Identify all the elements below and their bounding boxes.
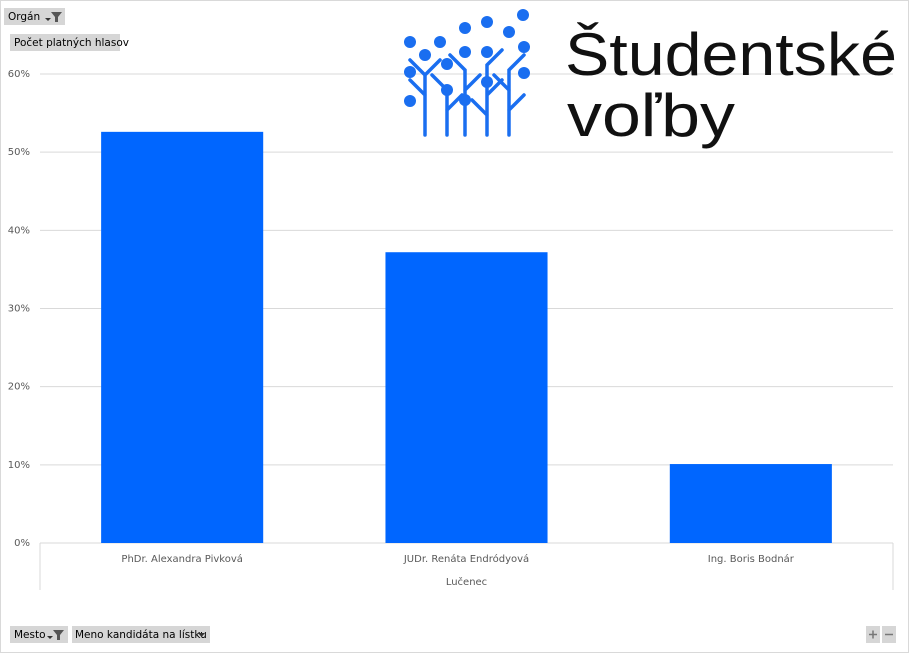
y-tick-label: 0% — [14, 538, 30, 549]
axis-field-label: Mesto — [14, 629, 46, 641]
bar — [101, 131, 264, 544]
bar — [385, 252, 548, 543]
zoom-buttons[interactable] — [866, 626, 896, 643]
values-label: Počet platných hlasov — [14, 37, 129, 49]
plot-area: 0% 10% 20% 30% 40% 50% 60% PhDr. Alexandra Pivk… — [8, 69, 894, 590]
dropdown-arrow — [198, 633, 205, 637]
logo-icon — [404, 9, 530, 137]
bar — [669, 464, 832, 543]
y-tick-label: 60% — [8, 69, 30, 80]
filter-icon — [51, 12, 62, 22]
filter-icon — [53, 630, 64, 640]
group-label: Lučenec — [446, 576, 487, 588]
filter-label: Orgán — [8, 11, 40, 23]
x-tick-label: Ing. Boris Bodnár — [708, 553, 795, 565]
y-tick-label: 20% — [8, 382, 30, 393]
y-tick-label: 40% — [8, 225, 30, 236]
x-tick-label: JUDr. Renáta Endródyová — [403, 553, 529, 565]
axis-field-candidate[interactable]: Meno kandidáta na lístku — [72, 626, 210, 643]
dropdown-arrow — [45, 18, 51, 21]
dropdown-arrow — [47, 636, 53, 639]
y-tick-label: 50% — [8, 147, 30, 158]
filter-organ[interactable]: Orgán — [4, 8, 65, 25]
x-tick-label: PhDr. Alexandra Pivková — [121, 553, 242, 565]
logo-text: voľby — [567, 82, 735, 149]
values-field[interactable]: Počet platných hlasov — [10, 34, 129, 51]
y-tick-label: 10% — [8, 460, 30, 471]
logo-text: Študentské — [565, 21, 897, 88]
axis-field-label: Meno kandidáta na lístku — [75, 629, 207, 641]
axis-field-mesto[interactable]: Mesto — [10, 626, 68, 643]
y-tick-label: 30% — [8, 304, 30, 315]
